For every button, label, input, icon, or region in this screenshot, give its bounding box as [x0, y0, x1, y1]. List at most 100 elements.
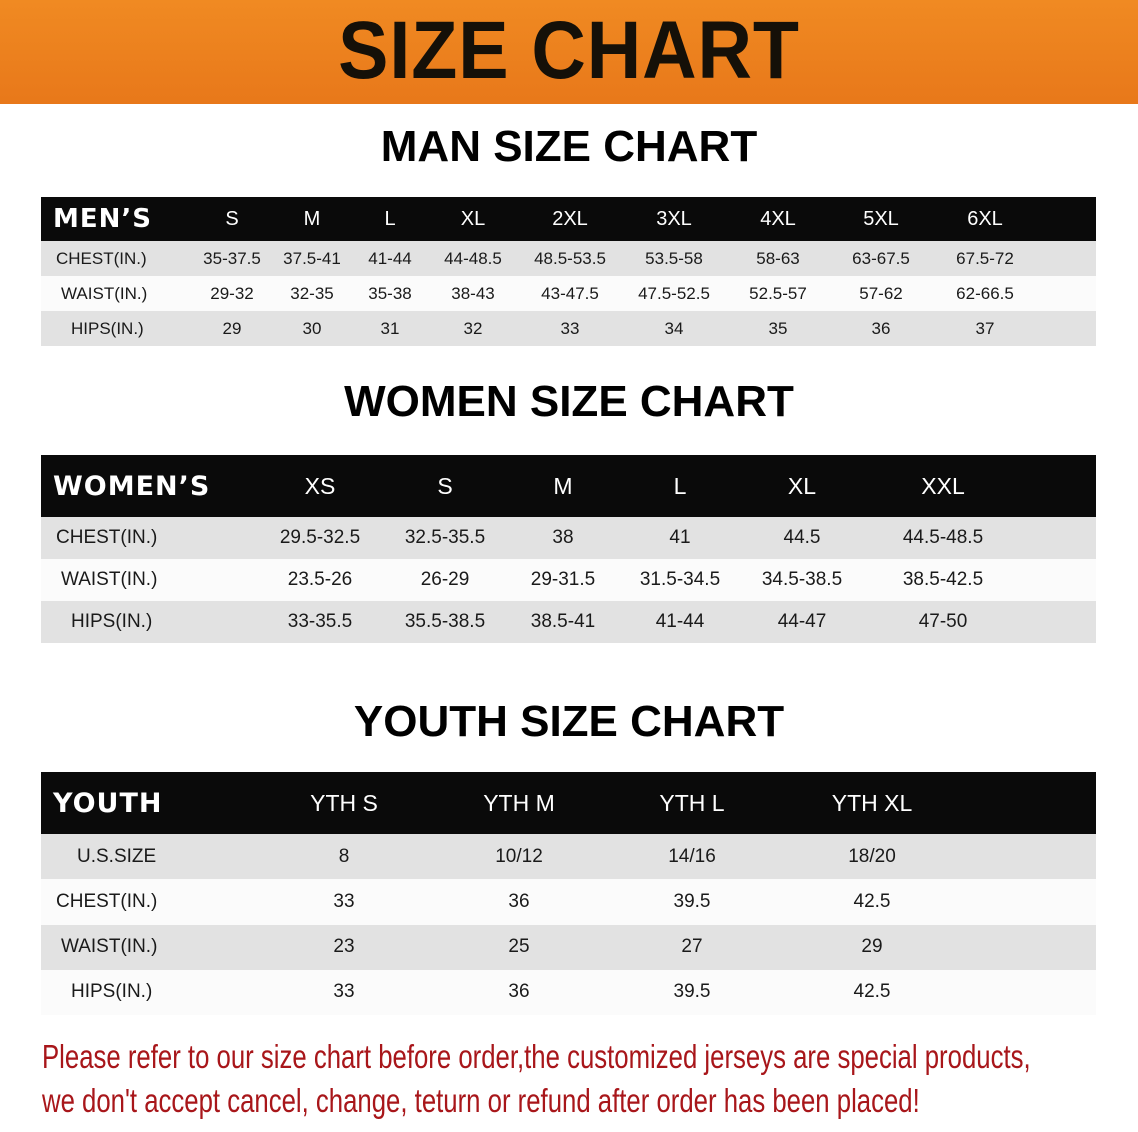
women-size-header: S — [437, 472, 453, 499]
youth-table-row: WAIST(IN.) 23 25 27 29 — [41, 924, 1096, 970]
men-table-cell: 33 — [560, 318, 580, 338]
men-table-cell: 62-66.5 — [956, 283, 1014, 303]
men-size-header: 5XL — [863, 207, 899, 230]
youth-table-cell: 36 — [508, 981, 530, 1003]
men-table-cell: 67.5-72 — [956, 248, 1014, 268]
men-table-cell: 58-63 — [756, 248, 800, 268]
women-table-cell: 29.5-32.5 — [279, 527, 361, 548]
women-size-header: XXL — [921, 472, 965, 499]
youth-table-cell: 25 — [508, 936, 530, 958]
men-table-cell: 41-44 — [368, 248, 412, 268]
men-table-row: CHEST(IN.) 35-37.5 37.5-41 41-44 44-48.5 48.5… — [41, 241, 1096, 276]
youth-table-cell: 39.5 — [673, 890, 711, 912]
men-table-cell: 37 — [975, 318, 995, 338]
women-table-cell: 31.5-34.5 — [639, 569, 721, 590]
men-table-cell: 47.5-52.5 — [638, 283, 710, 303]
youth-table-cell: 23 — [333, 936, 355, 958]
men-table-cell: 44-48.5 — [444, 248, 502, 268]
women-table-cell: 35.5-38.5 — [404, 611, 486, 632]
youth-row-label: HIPS(IN.) — [71, 981, 153, 1003]
women-section-title: WOMEN SIZE CHART — [344, 377, 794, 426]
youth-table-cell: 8 — [338, 845, 350, 867]
men-row-label: CHEST(IN.) — [56, 248, 147, 268]
men-header-label: MEN’S — [53, 204, 152, 234]
youth-table-row: U.S.SIZE 8 10/12 14/16 18/20 — [41, 834, 1096, 880]
men-table-cell: 57-62 — [859, 283, 903, 303]
women-table-cell: 26-29 — [420, 569, 470, 590]
men-size-header: 2XL — [552, 207, 588, 230]
women-table-cell: 32.5-35.5 — [404, 527, 486, 548]
women-table-row: WAIST(IN.) 23.5-26 26-29 29-31.5 31.5-34.5 34… — [41, 559, 1096, 601]
men-table-cell: 29-32 — [210, 283, 254, 303]
youth-size-header: YTH L — [659, 789, 725, 816]
men-table-cell: 35-38 — [368, 283, 412, 303]
women-size-header: XL — [787, 472, 817, 499]
women-table-cell: 34.5-38.5 — [761, 569, 843, 590]
women-table-cell: 44.5-48.5 — [902, 527, 984, 548]
men-table-cell: 63-67.5 — [852, 248, 910, 268]
women-table-cell: 41-44 — [655, 611, 705, 632]
youth-table-cell: 27 — [681, 936, 703, 958]
women-header-row: WOMEN’S XS S M L XL XXL — [41, 455, 1096, 517]
women-size-header: L — [673, 472, 687, 499]
youth-table-cell: 18/20 — [848, 845, 896, 867]
men-size-header: 4XL — [760, 207, 796, 230]
men-table-row: HIPS(IN.) 29 30 31 32 33 34 35 36 37 — [41, 311, 1096, 346]
women-table-cell: 33-35.5 — [287, 611, 353, 632]
youth-table-cell: 33 — [333, 890, 355, 912]
men-size-header: 6XL — [967, 207, 1003, 230]
banner-title: SIZE CHART — [338, 5, 800, 96]
men-table-cell: 52.5-57 — [749, 283, 807, 303]
youth-table-cell: 10/12 — [495, 845, 543, 867]
youth-size-header: YTH M — [483, 789, 555, 816]
youth-table-cell: 29 — [861, 936, 883, 958]
men-table-cell: 43-47.5 — [541, 283, 599, 303]
youth-row-label: U.S.SIZE — [77, 845, 157, 867]
men-row-label: HIPS(IN.) — [71, 318, 144, 338]
youth-size-header: YTH S — [310, 789, 378, 816]
youth-table-cell: 14/16 — [668, 845, 716, 867]
women-header-label: WOMEN’S — [53, 470, 211, 502]
order-notice-line-2: we don't accept cancel, change, teturn o… — [42, 1082, 920, 1119]
men-table-cell: 29 — [222, 318, 242, 338]
men-table-cell: 31 — [380, 318, 400, 338]
women-table-cell: 38.5-41 — [530, 611, 596, 632]
women-table-cell: 44.5 — [783, 527, 821, 548]
women-row-label: WAIST(IN.) — [61, 569, 158, 590]
youth-size-header: YTH XL — [831, 789, 913, 816]
youth-table-cell: 36 — [508, 890, 530, 912]
men-table-cell: 53.5-58 — [645, 248, 703, 268]
youth-table-cell: 33 — [333, 981, 355, 1003]
women-table-cell: 41 — [669, 527, 691, 548]
women-size-header: M — [553, 472, 573, 499]
youth-section-title: YOUTH SIZE CHART — [353, 697, 785, 746]
youth-table-cell: 42.5 — [853, 890, 891, 912]
women-row-label: HIPS(IN.) — [71, 611, 153, 632]
men-header-row: MEN’S S M L XL 2XL 3XL 4XL 5XL 6XL — [41, 197, 1096, 241]
youth-header-label: YOUTH — [53, 787, 163, 819]
women-size-table: WOMEN’S XS S M L XL XXL CHEST(IN.) 29.5-32.5 32.5… — [41, 455, 1096, 643]
youth-row-label: CHEST(IN.) — [56, 890, 158, 912]
youth-table-cell: 39.5 — [673, 981, 711, 1003]
women-table-cell: 38.5-42.5 — [902, 569, 984, 590]
men-table-cell: 34 — [664, 318, 684, 338]
men-table-cell: 48.5-53.5 — [534, 248, 606, 268]
title-banner: SIZE CHART — [0, 0, 1138, 104]
men-table-cell: 36 — [871, 318, 891, 338]
women-table-cell: 44-47 — [777, 611, 827, 632]
youth-size-table: YOUTH YTH S YTH M YTH L YTH XL U.S.SIZE 8 10/12… — [41, 772, 1096, 1015]
women-table-cell: 38 — [552, 527, 574, 548]
men-table-row: WAIST(IN.) 29-32 32-35 35-38 38-43 43-47.5 47.… — [41, 276, 1096, 311]
men-size-header: XL — [460, 207, 486, 230]
men-table-cell: 32-35 — [290, 283, 334, 303]
women-table-cell: 47-50 — [918, 611, 968, 632]
men-size-table: MEN’S S M L XL 2XL 3XL 4XL 5XL 6XL CHEST(IN.) 35-37… — [41, 197, 1096, 346]
men-table-cell: 32 — [463, 318, 483, 338]
youth-table-row: HIPS(IN.) 33 36 39.5 42.5 — [41, 969, 1096, 1015]
women-table-cell: 29-31.5 — [530, 569, 596, 590]
men-table-cell: 35 — [768, 318, 788, 338]
men-table-cell: 30 — [302, 318, 322, 338]
women-table-cell: 23.5-26 — [287, 569, 353, 590]
women-row-label: CHEST(IN.) — [56, 527, 158, 548]
women-table-row: CHEST(IN.) 29.5-32.5 32.5-35.5 38 41 44.5 44.5… — [41, 517, 1096, 559]
